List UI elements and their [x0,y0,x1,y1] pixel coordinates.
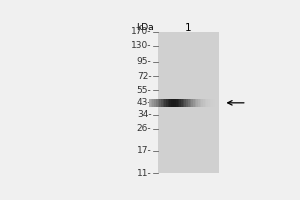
Bar [215,99,217,107]
Bar [169,99,171,107]
Text: 26-: 26- [137,124,152,133]
Bar [188,99,190,107]
Bar [178,99,180,107]
Bar [181,99,183,107]
Bar [191,99,193,107]
Bar [171,99,173,107]
Bar [164,99,166,107]
Text: 130-: 130- [131,41,152,50]
Bar [163,99,164,107]
Bar [200,99,202,107]
Bar [151,99,153,107]
Bar [161,99,163,107]
Bar [152,99,154,107]
Bar [212,99,213,107]
Text: 55-: 55- [137,86,152,95]
Text: kDa: kDa [136,23,154,32]
Bar [201,99,203,107]
Bar [168,99,169,107]
Bar [184,99,186,107]
Bar [190,99,191,107]
Bar [186,99,188,107]
Bar [158,99,159,107]
Text: 17-: 17- [137,146,152,155]
Bar [196,99,198,107]
Bar [174,99,176,107]
Text: 11-: 11- [137,169,152,178]
Bar [154,99,156,107]
Bar [205,99,207,107]
Text: 34-: 34- [137,110,152,119]
Bar [159,99,161,107]
Bar [183,99,185,107]
Bar [213,99,215,107]
Bar [210,99,212,107]
Bar [149,99,151,107]
Bar [193,99,195,107]
Bar [195,99,197,107]
Bar [176,99,178,107]
Bar [166,99,168,107]
Bar [158,32,219,173]
Bar [206,99,208,107]
Bar [156,99,158,107]
Bar [208,99,210,107]
Bar [203,99,205,107]
Text: 170-: 170- [131,27,152,36]
Text: 72-: 72- [137,72,152,81]
Text: 95-: 95- [137,57,152,66]
Bar [173,99,175,107]
Bar [179,99,182,107]
Text: 1: 1 [185,23,192,33]
Bar [198,99,200,107]
Text: 43-: 43- [137,98,152,107]
